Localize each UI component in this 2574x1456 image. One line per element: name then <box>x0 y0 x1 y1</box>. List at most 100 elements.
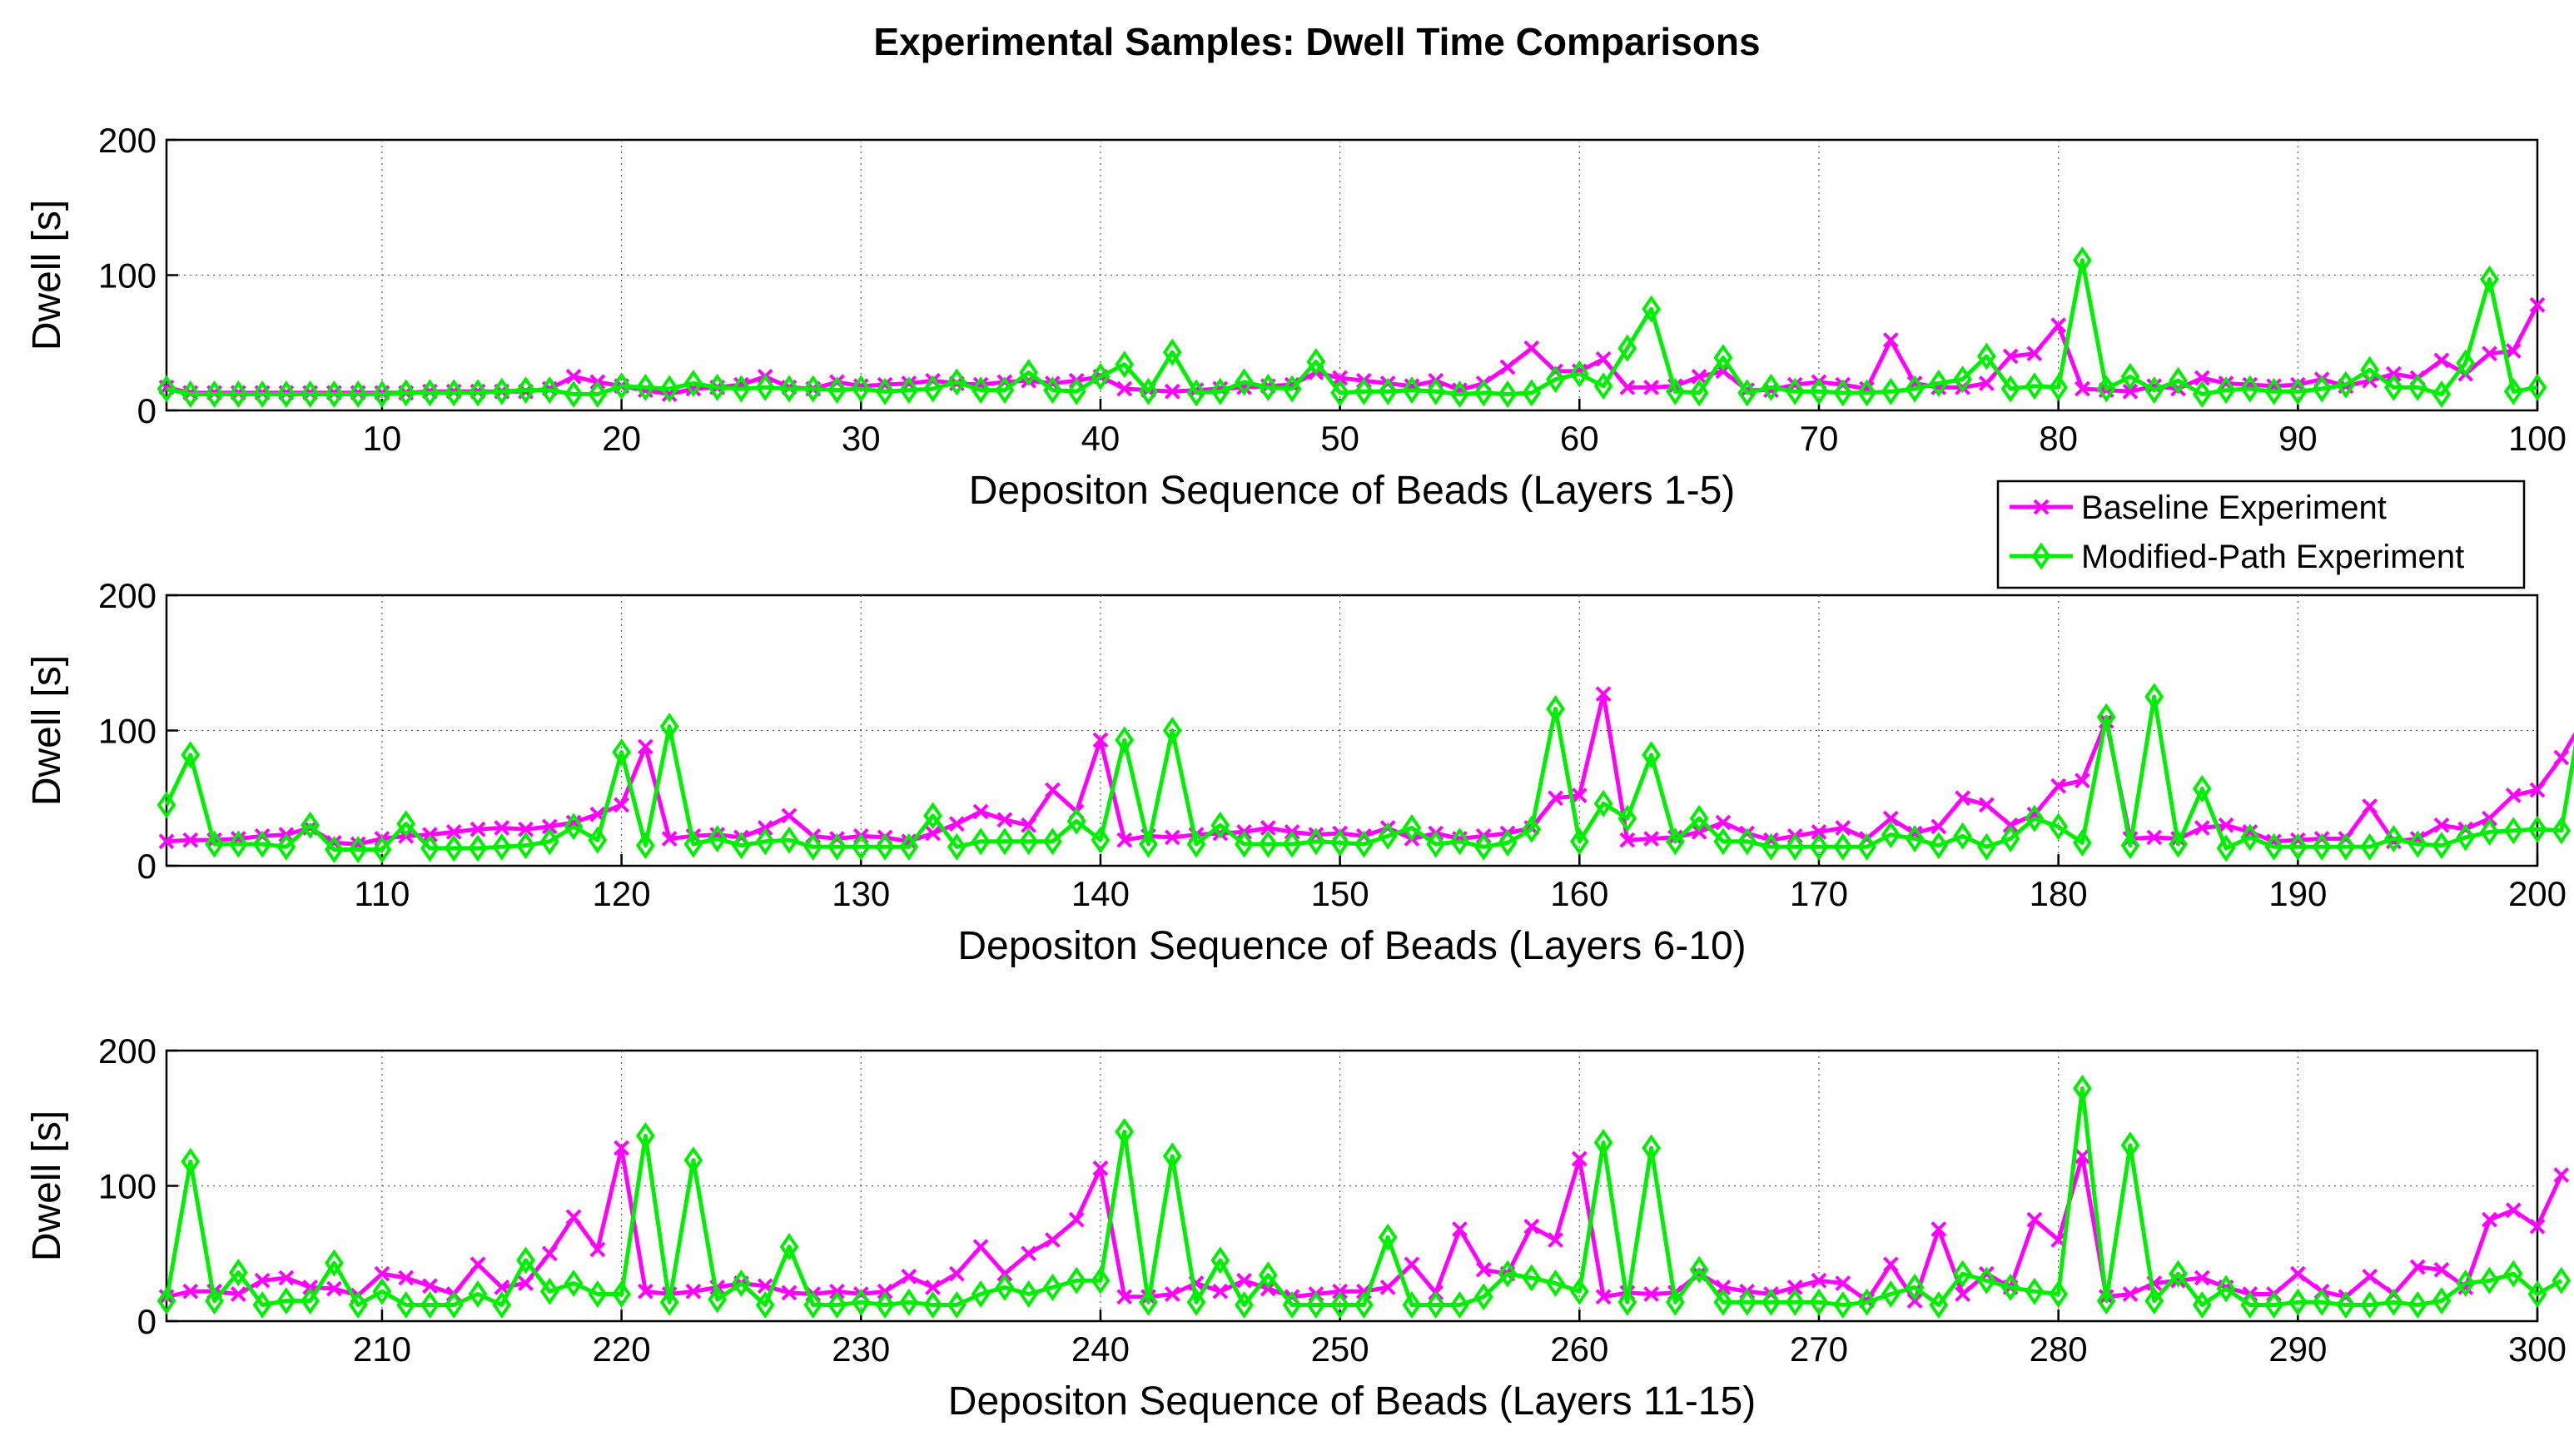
data-point <box>205 380 224 409</box>
data-point <box>2456 1269 2476 1298</box>
data-point <box>2146 829 2163 846</box>
data-point <box>659 713 679 741</box>
data-point <box>659 375 679 403</box>
data-point <box>1619 832 1636 848</box>
y-tick-label: 200 <box>98 121 157 160</box>
data-point <box>995 827 1015 856</box>
x-tick-label: 80 <box>2039 419 2078 458</box>
y-tick-label: 0 <box>137 1302 157 1341</box>
data-point <box>1833 379 1853 407</box>
data-point <box>1378 377 1398 405</box>
data-point <box>564 812 584 841</box>
x-tick-label: 220 <box>593 1329 651 1369</box>
x-tick-label: 280 <box>2030 1329 2088 1369</box>
data-point <box>2025 1277 2045 1305</box>
data-point <box>1785 1288 1805 1316</box>
data-point <box>2480 817 2499 846</box>
data-point <box>541 818 558 835</box>
data-point <box>1450 827 1469 856</box>
legend-marker <box>2033 499 2050 515</box>
legend-label-modified: Modified-Path Experiment <box>2081 539 2464 575</box>
data-point <box>1715 814 1732 831</box>
data-point <box>1354 377 1374 405</box>
data-point <box>2409 1259 2426 1275</box>
data-point <box>1569 827 1589 856</box>
panel-1: 10 20 30 40 50 60 70 80 90 100 0 100 200 Depositon Se… <box>25 121 2567 513</box>
data-point <box>2096 1287 2116 1315</box>
data-point <box>492 377 512 405</box>
data-point <box>396 379 416 407</box>
data-point <box>1643 379 1660 395</box>
data-point <box>2456 349 2476 377</box>
data-point <box>2120 362 2140 390</box>
data-point <box>516 832 535 860</box>
data-point <box>1066 807 1086 835</box>
data-point <box>518 821 534 837</box>
data-point <box>539 827 559 856</box>
data-point <box>470 821 486 837</box>
data-point <box>1737 379 1757 407</box>
data-point <box>972 1239 989 1255</box>
data-point <box>1164 1286 1180 1302</box>
data-point <box>1473 832 1493 861</box>
data-point <box>1402 1290 1422 1319</box>
data-point <box>1976 832 1996 861</box>
data-point <box>1642 295 1662 323</box>
data-point <box>1091 826 1111 854</box>
data-point <box>1021 1245 1037 1262</box>
data-point <box>2216 834 2236 862</box>
data-point <box>899 376 919 405</box>
data-point <box>1642 741 1662 769</box>
x-tick-label: 70 <box>1800 419 1839 458</box>
data-point <box>2264 832 2283 861</box>
series-line <box>164 1086 2563 1307</box>
data-point <box>2025 372 2045 400</box>
data-point <box>372 1277 392 1305</box>
data-point <box>470 1256 486 1273</box>
data-point <box>301 380 321 409</box>
data-point <box>1665 827 1685 856</box>
data-point <box>468 834 488 862</box>
x-tick-label: 240 <box>1071 1329 1130 1369</box>
data-point <box>181 1147 201 1175</box>
data-point <box>1162 338 1182 366</box>
data-point <box>2050 317 2067 334</box>
data-point <box>1450 1290 1469 1319</box>
data-point <box>2527 1280 2547 1309</box>
data-point <box>2433 817 2450 833</box>
data-point <box>947 368 966 396</box>
x-tick-label: 20 <box>602 419 641 458</box>
x-tick-label: 90 <box>2278 419 2318 458</box>
data-point <box>1091 1266 1111 1294</box>
data-point <box>685 1283 702 1299</box>
x-tick-label: 250 <box>1311 1329 1369 1369</box>
data-point <box>539 1277 559 1305</box>
data-point <box>1212 1283 1229 1299</box>
data-point <box>444 1290 464 1319</box>
data-point <box>948 816 965 832</box>
data-point <box>1426 1290 1446 1319</box>
data-point <box>2242 823 2258 840</box>
data-point <box>1953 1260 1973 1288</box>
data-point <box>324 1249 344 1277</box>
data-point <box>2049 812 2069 841</box>
data-point <box>348 835 368 864</box>
data-point <box>875 832 895 861</box>
data-point <box>683 369 703 398</box>
data-point <box>2072 828 2092 857</box>
data-point <box>2503 377 2523 405</box>
data-point <box>252 380 272 409</box>
data-point <box>1905 375 1925 403</box>
data-point <box>1452 1221 1468 1237</box>
data-point <box>612 372 632 400</box>
data-point <box>755 827 775 856</box>
data-point <box>1978 797 1995 813</box>
y-tick-label: 100 <box>98 256 157 296</box>
data-point <box>1811 823 1827 840</box>
x-axis-label: Depositon Sequence of Beads (Layers 11-1… <box>948 1379 1756 1424</box>
data-point <box>1835 820 1851 836</box>
data-point <box>971 1280 991 1309</box>
data-point <box>851 832 871 861</box>
data-point <box>1546 1269 1565 1298</box>
data-point <box>1044 782 1061 798</box>
